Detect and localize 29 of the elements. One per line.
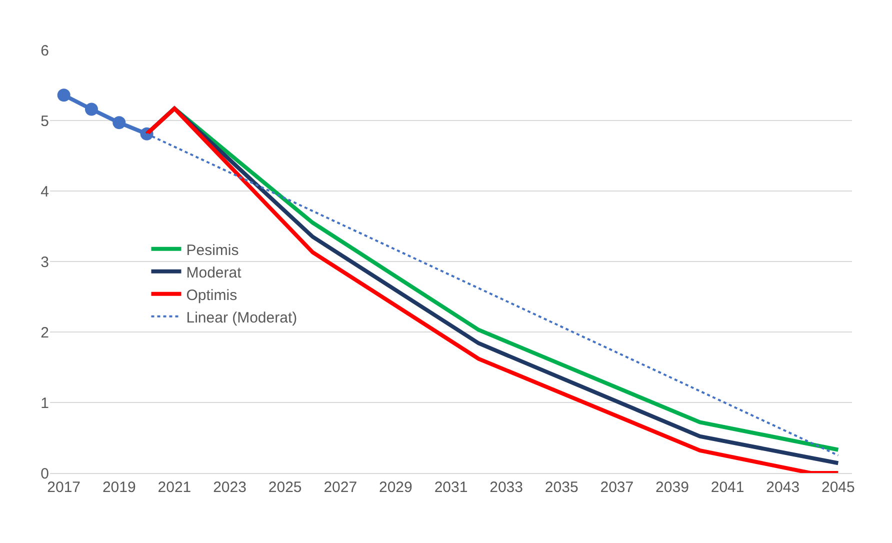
x-tick-label: 2023 bbox=[213, 479, 246, 496]
point bbox=[112, 116, 126, 130]
y-tick-label: 0 bbox=[40, 465, 49, 482]
legend-label: Linear (Moderat) bbox=[186, 309, 298, 326]
legend-label: Pesimis bbox=[186, 242, 239, 259]
y-tick-label: 1 bbox=[40, 394, 49, 412]
x-tick-label: 2027 bbox=[324, 479, 358, 496]
x-tick-label: 2041 bbox=[710, 479, 744, 496]
x-tick-label: 2035 bbox=[544, 479, 578, 496]
x-tick-label: 2037 bbox=[600, 479, 634, 496]
x-tick-label: 2025 bbox=[268, 479, 302, 496]
x-tick-label: 2017 bbox=[47, 479, 81, 496]
point bbox=[57, 88, 70, 102]
point bbox=[84, 102, 98, 116]
x-tick-label: 2019 bbox=[102, 479, 136, 496]
y-tick-label: 4 bbox=[40, 183, 49, 200]
y-tick-label: 5 bbox=[40, 112, 49, 130]
x-tick-label: 2039 bbox=[656, 479, 689, 496]
legend-label: Moderat bbox=[186, 264, 242, 282]
x-tick-label: 2045 bbox=[821, 479, 855, 496]
x-tick-label: 2029 bbox=[379, 479, 412, 496]
y-tick-label: 3 bbox=[40, 254, 49, 271]
legend-label: Optimis bbox=[186, 286, 238, 304]
x-tick-label: 2043 bbox=[766, 479, 800, 496]
x-tick-label: 2031 bbox=[434, 479, 468, 496]
y-tick-label: 2 bbox=[40, 324, 49, 342]
x-tick-label: 2033 bbox=[490, 479, 523, 496]
y-tick-label: 6 bbox=[40, 42, 49, 60]
x-tick-label: 2021 bbox=[158, 479, 192, 496]
